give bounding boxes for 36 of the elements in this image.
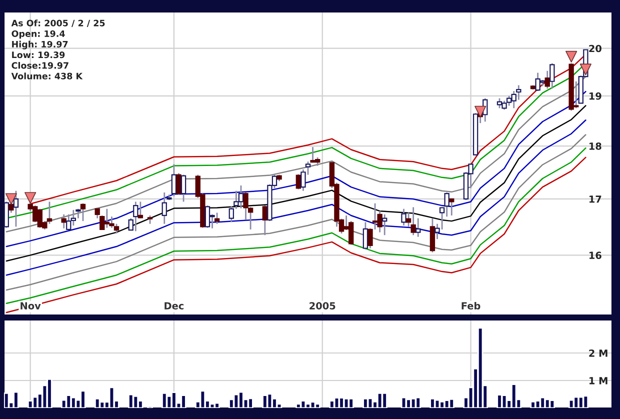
candlestick bbox=[449, 198, 454, 216]
candlestick bbox=[214, 212, 220, 225]
y-tick-label: 18 bbox=[589, 142, 602, 150]
y-tick-label: 2 M bbox=[589, 349, 608, 357]
candlestick bbox=[430, 218, 436, 253]
x-tick-label: 2005 bbox=[310, 302, 336, 310]
y-tick-label: 16 bbox=[589, 252, 602, 260]
candlestick bbox=[401, 208, 406, 226]
point bbox=[5, 193, 17, 205]
y-tick-label: 1 M bbox=[589, 377, 608, 384]
line-series bbox=[6, 90, 586, 248]
annotation: High: 19.97 bbox=[12, 40, 68, 50]
annotation: As Of: 2005 / 2 / 25 bbox=[11, 20, 105, 28]
annotation: Volume: 438 K bbox=[11, 72, 83, 80]
candlestick bbox=[180, 174, 186, 202]
candlestick bbox=[362, 221, 368, 250]
x-tick-label: Feb bbox=[462, 302, 480, 310]
point bbox=[474, 106, 486, 118]
candlestick bbox=[416, 218, 421, 238]
annotation: Low: 19.39 bbox=[12, 52, 65, 58]
point bbox=[24, 192, 36, 204]
x-tick-label: Dec bbox=[164, 302, 184, 310]
candlestick bbox=[80, 202, 86, 222]
annotation: Open: 19.4 bbox=[12, 30, 65, 39]
point bbox=[566, 50, 578, 63]
y-tick-label: 20 bbox=[589, 44, 602, 52]
annotation: Close:19.97 bbox=[12, 62, 68, 69]
point bbox=[580, 64, 592, 76]
y-tick-label: 17 bbox=[589, 196, 602, 203]
line-series bbox=[6, 105, 586, 262]
y-tick-label: 19 bbox=[589, 92, 602, 100]
line-series bbox=[6, 119, 586, 276]
candlestick bbox=[13, 190, 19, 228]
candlestick bbox=[550, 62, 555, 90]
line-series bbox=[6, 134, 586, 291]
candlestick bbox=[382, 214, 388, 236]
